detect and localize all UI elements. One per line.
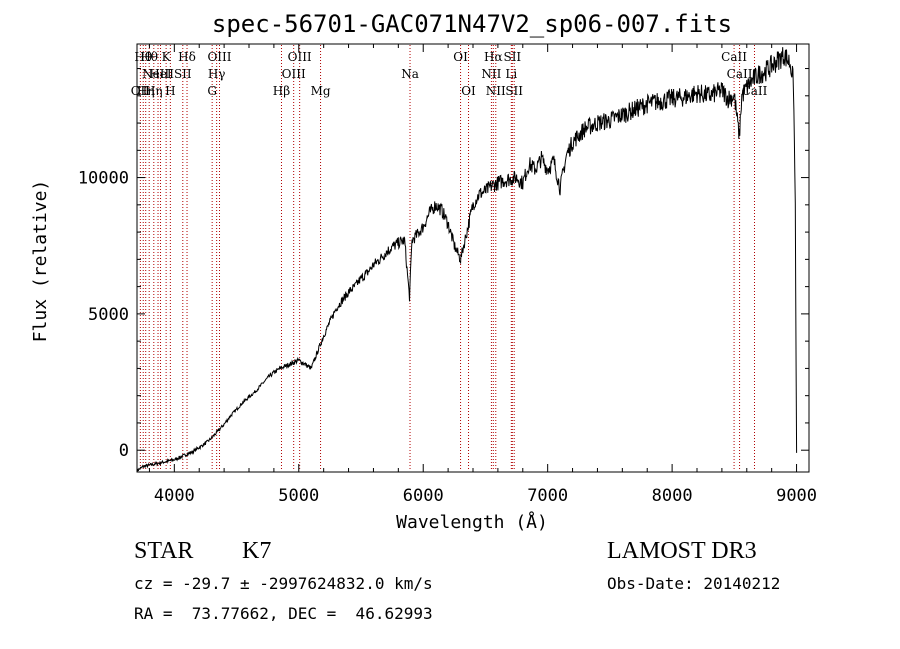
annotation-label: OII [131, 84, 151, 98]
annotation-label: CaII [727, 67, 753, 81]
plot-frame [136, 43, 810, 473]
x-tick-label: 4000 [154, 486, 195, 506]
annotation-label: NeIII [142, 67, 174, 81]
annotation-label: H [165, 84, 175, 98]
annotation-label: HeI [149, 67, 172, 81]
annotation-label: Hη [145, 84, 163, 98]
annotation-label: Hα [484, 50, 503, 64]
y-tick-label: 0 [119, 441, 129, 461]
annotation-label: OI [453, 50, 468, 64]
annotation-label: G [207, 84, 217, 98]
annotation-label: Hθ [140, 50, 158, 64]
subclass-label: K7 [242, 538, 272, 564]
annotation-label: Hβ [273, 84, 290, 98]
y-tick-label: 10000 [78, 169, 129, 189]
annotation-label: SII [174, 67, 192, 81]
x-axis: 4000 5000 6000 7000 8000 9000 [148, 44, 817, 506]
ra-dec-line: RA = 73.77662, DEC = 46.62993 [134, 604, 433, 623]
annotation-label: Hη [137, 84, 155, 98]
chart-title: spec-56701-GAC071N47V2_sp06-007.fits [212, 10, 732, 38]
y-axis-label: Flux (relative) [30, 180, 51, 343]
annotation-label: OIII [282, 67, 306, 81]
annotation-label: Hδ [178, 50, 196, 64]
class-label: STAR [134, 538, 194, 564]
annotation-label: CaII [742, 84, 768, 98]
annotation-label: CaII [721, 50, 747, 64]
annotation-label: K [162, 50, 172, 64]
x-tick-label: 9000 [776, 486, 817, 506]
annotation-label: Hθ [134, 50, 152, 64]
annotation-label: NII [486, 84, 506, 98]
x-tick-label: 5000 [278, 486, 319, 506]
annotation-label: NII [481, 67, 501, 81]
annotation-label: OIII [207, 50, 231, 64]
y-axis: 0 5000 10000 [78, 68, 809, 461]
annotation-lines [139, 45, 755, 471]
spectrum-line [136, 47, 798, 473]
y-tick-label: 5000 [88, 305, 129, 325]
survey-label: LAMOST DR3 [607, 538, 757, 564]
obs-date: Obs-Date: 20140212 [607, 574, 781, 593]
annotation-label: Mg [311, 84, 331, 98]
annotation-label: SII [503, 50, 521, 64]
annotation-label: Hγ [208, 67, 226, 81]
annotation-label: Na [401, 67, 419, 81]
x-tick-label: 8000 [652, 486, 693, 506]
x-tick-label: 7000 [527, 486, 568, 506]
annotation-label: Li [505, 67, 517, 81]
annotation-label: OI [461, 84, 476, 98]
x-tick-label: 6000 [403, 486, 444, 506]
redshift-line: cz = -29.7 ± -2997624832.0 km/s [134, 574, 433, 593]
annotation-label: OIII [288, 50, 312, 64]
annotation-label: SII [505, 84, 523, 98]
x-axis-label: Wavelength (Å) [396, 511, 548, 533]
